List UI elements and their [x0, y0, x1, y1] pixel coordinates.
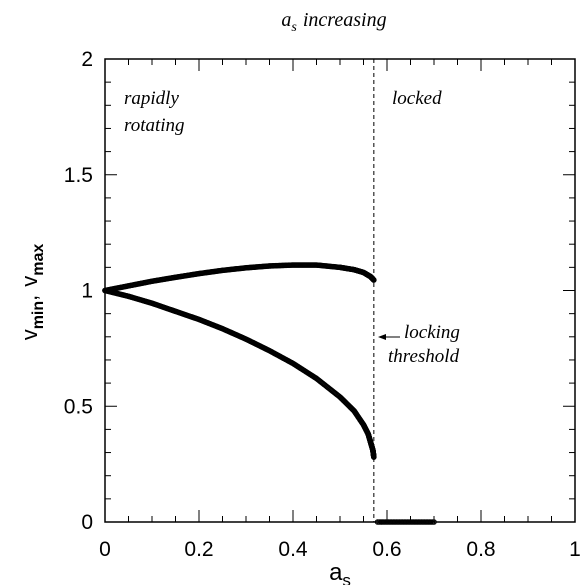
y-tick-label: 1 — [81, 280, 93, 303]
y-tick-label: 0.5 — [64, 395, 93, 418]
tick-group — [104, 58, 576, 523]
y-tick-label: 2 — [81, 48, 93, 71]
tick-label-group: 0 0.2 0.4 0.6 0.8 1 0 0.5 1 1.5 2 — [64, 48, 581, 561]
data-point — [371, 277, 377, 283]
annotation-locking: locking — [404, 322, 460, 343]
annotation-threshold: threshold — [388, 346, 460, 367]
data-points — [102, 262, 437, 525]
x-axis-title: as — [329, 559, 351, 585]
x-tick-label: 0.8 — [466, 538, 495, 561]
x-tick-label: 0 — [99, 538, 111, 561]
data-point — [431, 519, 437, 525]
annotation-locked: locked — [392, 88, 442, 109]
x-tick-label: 0.6 — [372, 538, 401, 561]
annotation-rotating: rotating — [124, 115, 185, 136]
annotation-rapidly: rapidly — [124, 88, 179, 109]
x-tick-label: 1 — [569, 538, 581, 561]
x-tick-label: 0.2 — [184, 538, 213, 561]
data-point — [371, 454, 377, 460]
x-tick-label: 0.4 — [278, 538, 308, 561]
chart-title: as increasing — [281, 9, 386, 35]
y-axis-title: vmin,vmax — [17, 244, 47, 341]
y-tick-label: 0 — [81, 511, 93, 534]
threshold-arrow — [378, 334, 400, 340]
y-tick-label: 1.5 — [64, 164, 93, 187]
